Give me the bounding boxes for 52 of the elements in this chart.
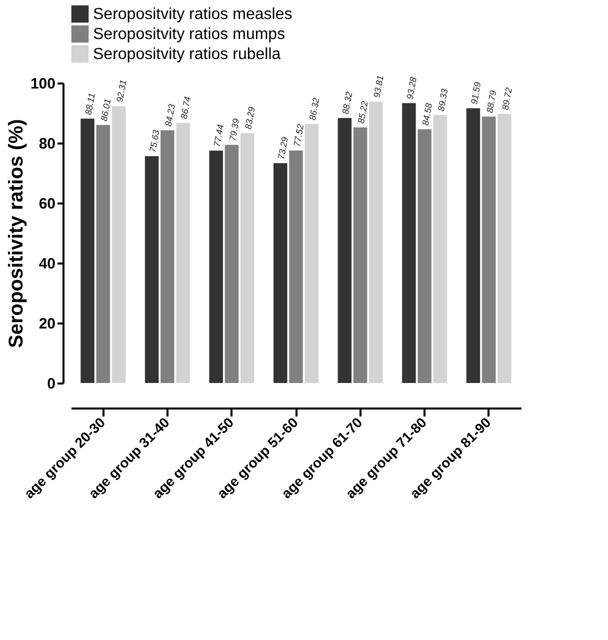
data-label: 86.32 [307,97,322,121]
data-label: 77.52 [292,123,306,148]
data-label: 91.59 [469,81,483,106]
y-tick-label: 20 [38,316,56,332]
bar [304,124,318,383]
bar [418,129,432,383]
y-tick-label: 60 [38,196,56,212]
bar [209,150,223,383]
data-label: 88.79 [484,90,498,114]
data-label: 86.74 [178,96,193,120]
bar [144,156,159,383]
bar [353,127,368,383]
data-label: 79.39 [227,118,242,142]
data-label: 89.33 [436,88,450,112]
bar [338,118,352,383]
legend-label: Seropositvity ratios rubella [93,46,281,63]
bar [433,115,448,383]
bar [402,103,416,383]
y-tick-label: 100 [30,76,56,92]
data-label: 88.32 [340,91,354,115]
bar [112,106,126,383]
bar [498,114,512,383]
bar [482,116,496,383]
bar [160,130,174,383]
bar [96,124,110,383]
bar [176,122,190,383]
data-label: 84.23 [163,103,177,128]
data-label: 88.11 [83,92,97,116]
bar [289,150,303,383]
data-label: 89.72 [500,86,514,111]
y-tick-label: 40 [38,256,56,272]
y-axis-title: Seropositivity ratios (%) [5,119,28,348]
data-label: 77.44 [212,124,226,148]
data-label: 92.31 [114,79,128,103]
y-tick-label: 0 [47,376,56,392]
bar [369,102,383,383]
data-label: 73.29 [276,136,290,160]
data-label: 83.29 [243,106,257,130]
bar [240,133,254,383]
legend-label: Seropositvity ratios mumps [93,26,286,43]
data-label: 93.28 [404,76,418,100]
bar [466,108,480,383]
bar [224,144,239,383]
bar [80,118,94,383]
data-label: 85.22 [356,100,370,124]
data-label: 93.81 [372,74,386,98]
data-label: 84.58 [420,102,434,126]
bar [274,163,288,383]
data-label: 75.63 [148,129,162,154]
legend-label: Seropositvity ratios measles [93,6,292,23]
y-tick-label: 80 [38,136,56,152]
data-label: 86.01 [98,98,113,122]
